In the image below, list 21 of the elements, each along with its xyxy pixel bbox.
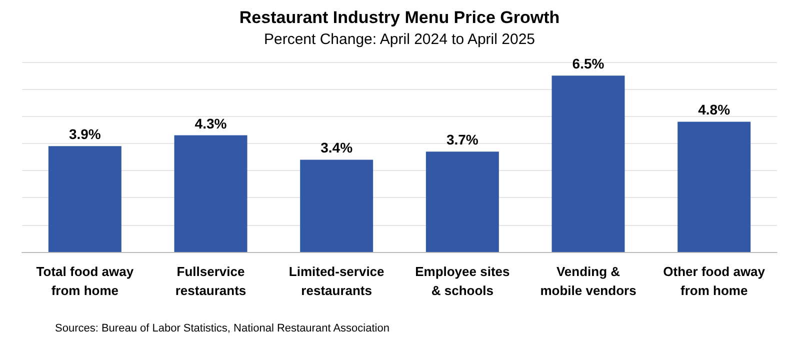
bar [300, 160, 374, 252]
data-label: 4.3% [194, 115, 228, 132]
chart-subtitle: Percent Change: April 2024 to April 2025 [264, 31, 536, 48]
bar [552, 76, 625, 252]
data-label: 3.4% [320, 140, 354, 156]
bar [426, 152, 499, 252]
bar [174, 135, 248, 252]
x-tick-label: Employee sites & schools [415, 264, 510, 298]
data-label: 4.8% [698, 102, 731, 118]
x-tick-label: Total food away from home [36, 264, 134, 298]
data-label: 3.9% [68, 126, 102, 142]
x-tick-label: Other food away from home [663, 264, 766, 298]
bar [48, 146, 122, 252]
x-tick-label: Vending & mobile vendors [540, 264, 636, 298]
chart-title: Restaurant Industry Menu Price Growth [239, 8, 560, 27]
x-tick-label: Limited-service restaurants [288, 264, 384, 298]
data-label: 3.7% [446, 132, 479, 148]
x-tick-label: Fullservice restaurants [175, 264, 246, 298]
source-note: Sources: Bureau of Labor Statistics, National Restaurant Association [55, 322, 390, 334]
data-label: 6.5% [572, 56, 605, 72]
bar [678, 122, 751, 252]
